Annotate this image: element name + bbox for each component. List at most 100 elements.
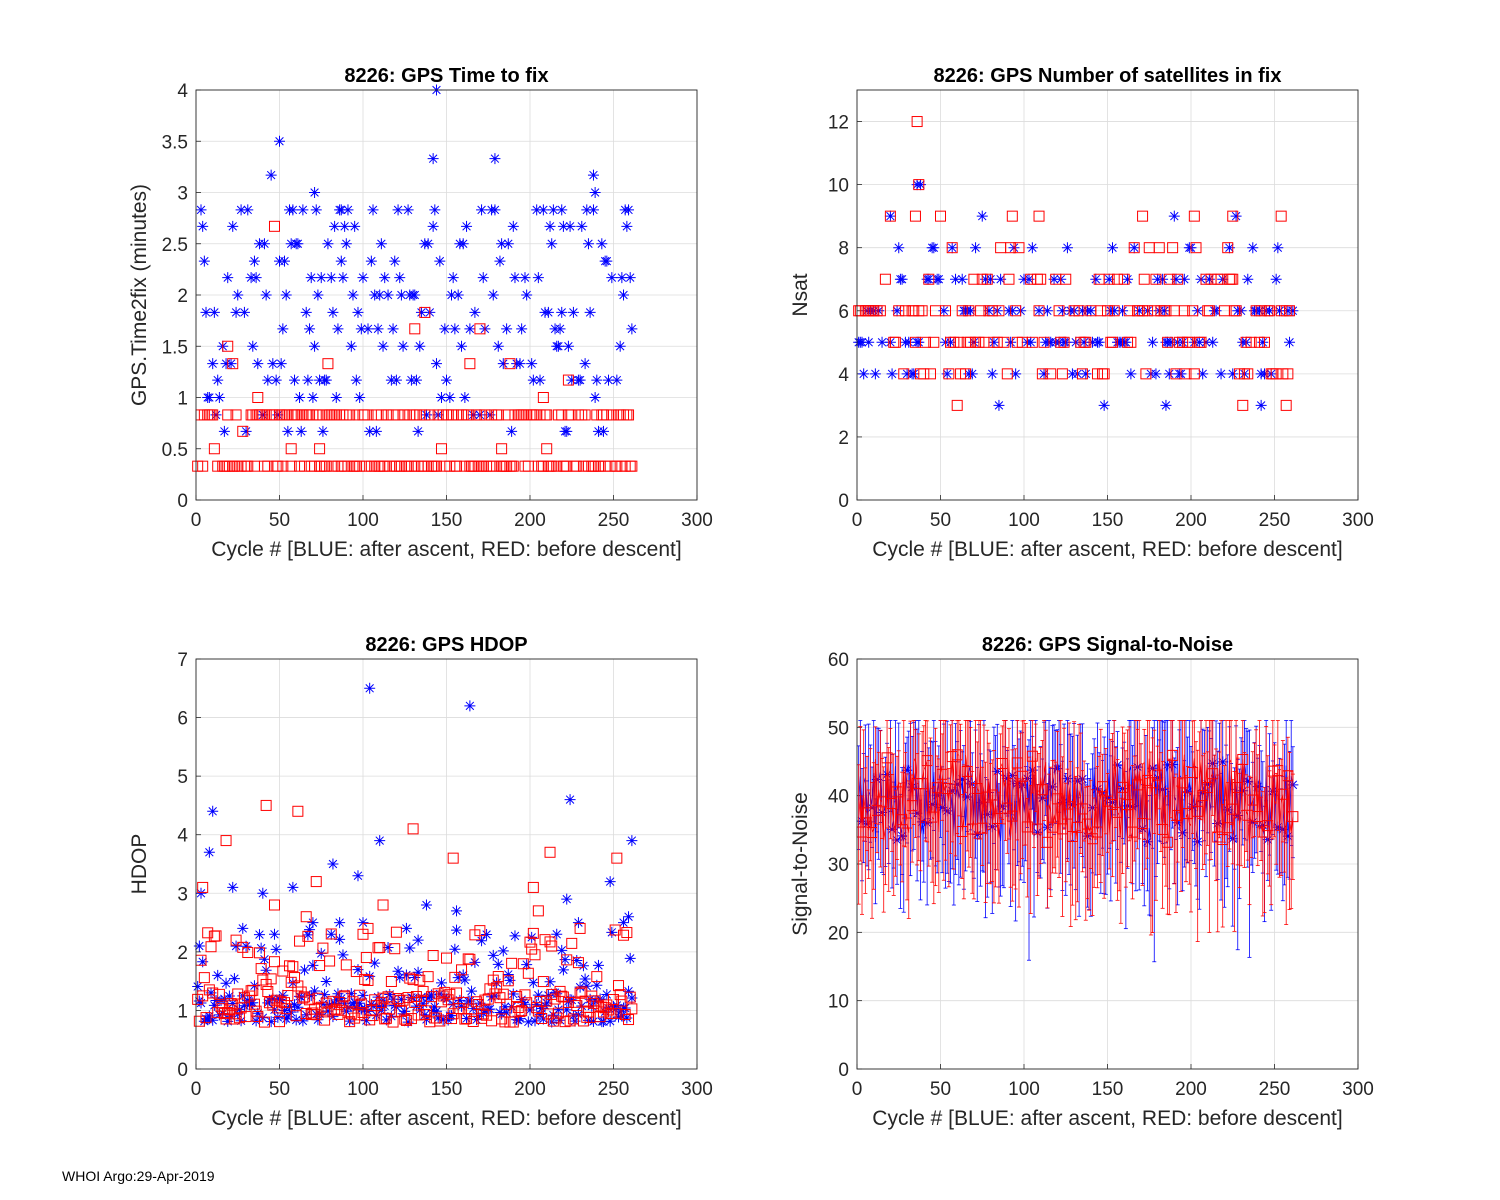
series-line	[1097, 790, 1100, 833]
series-line	[1203, 765, 1207, 824]
asterisk-marker	[484, 1003, 496, 1015]
series-line	[991, 794, 995, 822]
asterisk-marker	[197, 956, 209, 968]
square-marker	[1282, 368, 1294, 380]
series-line	[1282, 794, 1285, 819]
series-line	[873, 759, 876, 829]
square-marker	[1058, 336, 1070, 348]
asterisk-marker	[282, 1011, 294, 1023]
square-marker	[422, 971, 434, 983]
series-line	[1103, 784, 1107, 832]
asterisk-marker	[519, 998, 531, 1010]
square-marker	[918, 368, 930, 380]
series-line	[865, 810, 868, 814]
asterisk-marker	[1025, 336, 1037, 348]
asterisk-marker	[354, 392, 366, 403]
square-marker	[1207, 768, 1219, 780]
asterisk-marker	[262, 374, 274, 386]
asterisk-marker	[307, 917, 319, 929]
series-line	[1195, 795, 1199, 812]
square-marker	[1190, 242, 1202, 254]
square-marker	[611, 1007, 623, 1019]
data-layer	[853, 116, 1299, 411]
square-marker	[606, 409, 618, 421]
series-line	[1102, 786, 1105, 832]
square-marker	[354, 460, 366, 472]
square-marker	[1162, 836, 1174, 848]
square-marker	[268, 220, 280, 232]
series-line	[1218, 766, 1222, 803]
asterisk-marker	[529, 1015, 541, 1027]
square-marker	[524, 936, 536, 948]
square-marker	[940, 305, 952, 317]
series-line	[958, 755, 961, 804]
square-marker	[1270, 368, 1282, 380]
asterisk-marker	[489, 204, 501, 216]
square-marker	[1076, 368, 1088, 380]
asterisk-marker	[509, 930, 521, 942]
asterisk-marker	[357, 917, 369, 929]
square-marker	[222, 409, 234, 421]
asterisk-marker	[938, 305, 950, 317]
series-line	[921, 769, 925, 784]
square-marker	[253, 947, 265, 959]
square-marker	[344, 409, 356, 421]
square-marker	[292, 980, 304, 992]
x-tick-label: 0	[191, 510, 202, 531]
asterisk-marker	[195, 997, 207, 1009]
asterisk-marker	[591, 374, 603, 386]
square-marker	[459, 1013, 471, 1025]
asterisk-marker	[427, 1005, 439, 1016]
series-line	[1006, 759, 1010, 809]
axes-frame	[195, 89, 698, 501]
square-marker	[879, 273, 891, 285]
series-line	[943, 784, 946, 794]
y-tick-label: 3	[177, 884, 188, 905]
square-marker	[909, 210, 921, 222]
asterisk-marker	[456, 340, 468, 352]
asterisk-marker	[202, 1013, 214, 1025]
square-marker	[479, 994, 491, 1006]
asterisk-marker	[205, 987, 217, 999]
asterisk-marker	[856, 336, 868, 348]
asterisk-marker	[556, 944, 568, 956]
square-marker	[924, 368, 936, 380]
asterisk-marker	[941, 368, 953, 380]
asterisk-marker	[1125, 368, 1137, 380]
asterisk-marker	[1253, 305, 1265, 317]
asterisk-marker	[425, 989, 437, 1001]
asterisk-marker	[409, 289, 421, 301]
asterisk-marker	[225, 358, 237, 370]
series-line	[1026, 805, 1030, 827]
chart-title: 8226: GPS HDOP	[365, 634, 527, 656]
series-line	[859, 795, 863, 833]
square-marker	[1045, 368, 1057, 380]
square-marker	[430, 460, 442, 472]
asterisk-marker	[606, 926, 618, 938]
square-marker	[340, 959, 352, 971]
asterisk-marker	[492, 958, 504, 970]
asterisk-marker	[304, 323, 316, 335]
asterisk-marker	[207, 805, 219, 817]
asterisk-marker	[858, 368, 870, 380]
asterisk-marker	[489, 153, 501, 165]
square-marker	[611, 852, 623, 864]
series-line	[1162, 788, 1165, 830]
series-line	[858, 795, 861, 819]
square-marker	[435, 996, 447, 1008]
square-marker	[319, 1014, 331, 1026]
asterisk-marker	[993, 399, 1005, 411]
y-tick-label: 7	[177, 650, 188, 671]
series-line	[1259, 780, 1262, 825]
asterisk-marker	[914, 179, 926, 191]
square-marker	[287, 961, 299, 973]
asterisk-marker	[621, 1012, 633, 1024]
asterisk-marker	[579, 973, 591, 985]
asterisk-marker	[946, 242, 958, 254]
square-marker	[477, 1008, 489, 1020]
asterisk-marker	[227, 997, 239, 1009]
square-marker	[960, 368, 972, 380]
series-line	[1077, 790, 1080, 828]
asterisk-marker	[319, 989, 331, 1001]
square-marker	[362, 922, 374, 934]
